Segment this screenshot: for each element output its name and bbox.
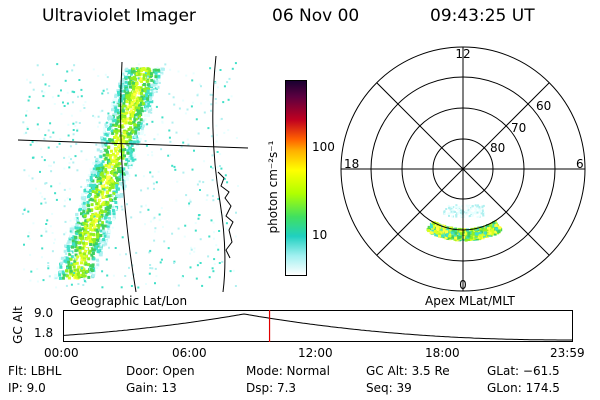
status-flt: Flt: LBHL — [8, 364, 62, 378]
x-tick-0: 00:00 — [44, 346, 79, 360]
status-ip: IP: 9.0 — [8, 381, 46, 395]
aurora-emission-polar — [426, 204, 503, 242]
mlat-label-60: 60 — [536, 99, 551, 113]
status-door: Door: Open — [126, 364, 195, 378]
mlat-label-80: 80 — [490, 141, 505, 155]
status-dsp: Dsp: 7.3 — [246, 381, 297, 395]
longitude-line — [212, 55, 226, 292]
coastline — [217, 171, 234, 259]
geographic-image — [18, 55, 248, 292]
colorbar-unit-label: photon cm⁻²s⁻¹ — [266, 140, 280, 234]
x-tick-1: 06:00 — [172, 346, 207, 360]
mlt-meridian — [376, 82, 550, 256]
status-glat: GLat: −61.5 — [487, 364, 560, 378]
timeline-ytop: 9.0 — [34, 306, 54, 320]
timeline-ylabel: GC Alt — [11, 306, 25, 344]
orbit-altitude-curve — [63, 313, 573, 341]
longitude-line — [120, 61, 137, 292]
x-tick-2: 12:00 — [298, 346, 333, 360]
x-tick-3: 18:00 — [425, 346, 460, 360]
apex-label: Apex MLat/MLT — [425, 294, 515, 308]
timeline-ybottom: 1.8 — [34, 326, 54, 340]
latitude-line — [18, 139, 248, 149]
geographic-label: Geographic Lat/Lon — [70, 294, 188, 308]
aurora-emission-left — [21, 62, 239, 289]
orbit-timeline — [63, 310, 573, 342]
x-tick-4: 23:59 — [550, 346, 585, 360]
mlat-label-70: 70 — [511, 121, 526, 135]
mlt-label-0: 0 — [459, 278, 467, 292]
status-seq: Seq: 39 — [366, 381, 412, 395]
polar-plot: 12 18 6 0 60 70 80 — [340, 46, 586, 292]
status-gain: Gain: 13 — [126, 381, 177, 395]
date-label: 06 Nov 00 — [272, 6, 360, 26]
time-label: 09:43:25 UT — [430, 6, 535, 26]
mlt-label-18: 18 — [344, 157, 359, 171]
status-mode: Mode: Normal — [246, 364, 330, 378]
status-glon: GLon: 174.5 — [487, 381, 560, 395]
instrument-title: Ultraviolet Imager — [42, 6, 196, 26]
status-gc-alt: GC Alt: 3.5 Re — [366, 364, 450, 378]
colorbar-tick-10: 10 — [312, 228, 328, 242]
timeline-frame — [63, 310, 573, 342]
colorbar — [285, 80, 307, 276]
mlt-label-12: 12 — [455, 47, 470, 61]
mlt-label-6: 6 — [576, 157, 584, 171]
colorbar-tick-100: 100 — [312, 140, 335, 154]
